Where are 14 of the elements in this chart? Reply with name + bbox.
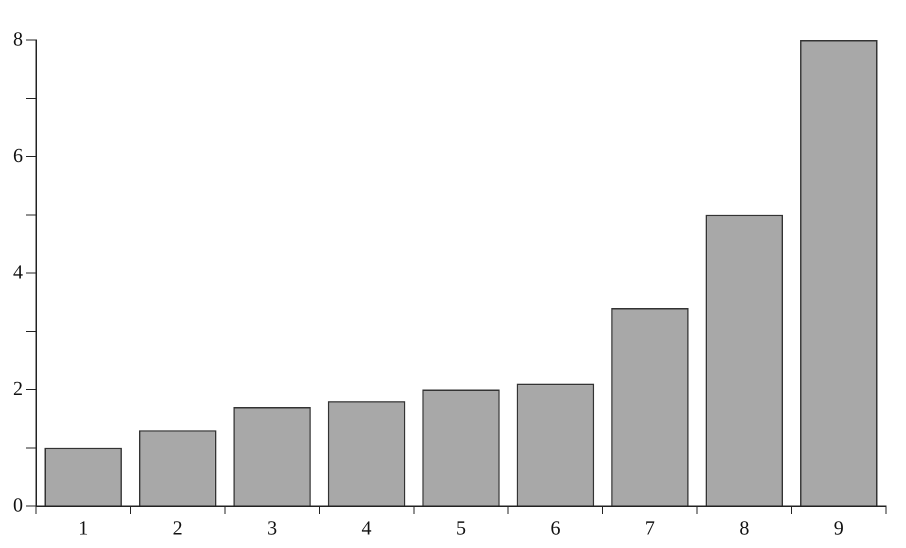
y-tick-label: 6 (13, 144, 23, 167)
x-tick-label: 6 (550, 517, 560, 540)
y-tick-label: 8 (13, 28, 23, 50)
x-tick-label: 4 (362, 517, 372, 540)
x-tick-label: 2 (172, 517, 183, 540)
y-tick-label: 4 (13, 261, 23, 284)
x-tick-label: 9 (834, 517, 844, 540)
x-tick-label: 1 (78, 517, 88, 540)
y-tick-label: 2 (13, 378, 23, 400)
x-tick-label: 7 (644, 517, 655, 540)
x-tick-label: 5 (456, 517, 466, 540)
x-tick-label: 3 (267, 517, 278, 540)
y-tick-label: 0 (13, 494, 23, 516)
x-tick-label: 8 (739, 517, 750, 540)
